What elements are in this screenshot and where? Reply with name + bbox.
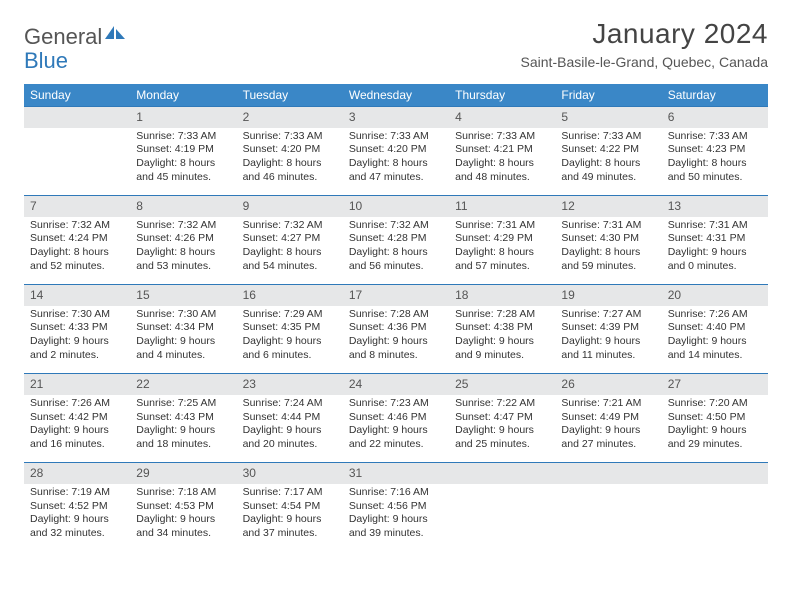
day-number: 17 bbox=[343, 285, 449, 306]
day-content-row: Sunrise: 7:19 AMSunset: 4:52 PMDaylight:… bbox=[24, 484, 768, 552]
day-content-row: Sunrise: 7:30 AMSunset: 4:33 PMDaylight:… bbox=[24, 306, 768, 374]
day-cell: Sunrise: 7:33 AMSunset: 4:21 PMDaylight:… bbox=[449, 128, 555, 196]
day-number: 1 bbox=[130, 107, 236, 128]
day-number: 9 bbox=[237, 196, 343, 217]
day-number: 31 bbox=[343, 463, 449, 484]
day-number: 29 bbox=[130, 463, 236, 484]
day-cell: Sunrise: 7:23 AMSunset: 4:46 PMDaylight:… bbox=[343, 395, 449, 463]
weekday-sunday: Sunday bbox=[24, 84, 130, 107]
day-cell: Sunrise: 7:26 AMSunset: 4:40 PMDaylight:… bbox=[662, 306, 768, 374]
day-cell: Sunrise: 7:21 AMSunset: 4:49 PMDaylight:… bbox=[555, 395, 661, 463]
day-cell: Sunrise: 7:17 AMSunset: 4:54 PMDaylight:… bbox=[237, 484, 343, 552]
day-content-row: Sunrise: 7:33 AMSunset: 4:19 PMDaylight:… bbox=[24, 128, 768, 196]
day-number: 19 bbox=[555, 285, 661, 306]
day-number: 25 bbox=[449, 374, 555, 395]
logo-text-2: Blue bbox=[24, 48, 68, 74]
weekday-header-row: Sunday Monday Tuesday Wednesday Thursday… bbox=[24, 84, 768, 107]
day-cell: Sunrise: 7:31 AMSunset: 4:30 PMDaylight:… bbox=[555, 217, 661, 285]
day-cell: Sunrise: 7:20 AMSunset: 4:50 PMDaylight:… bbox=[662, 395, 768, 463]
title-block: January 2024 Saint-Basile-le-Grand, Queb… bbox=[521, 18, 768, 70]
weekday-thursday: Thursday bbox=[449, 84, 555, 107]
day-cell: Sunrise: 7:31 AMSunset: 4:29 PMDaylight:… bbox=[449, 217, 555, 285]
day-cell: Sunrise: 7:32 AMSunset: 4:26 PMDaylight:… bbox=[130, 217, 236, 285]
day-number: 12 bbox=[555, 196, 661, 217]
weekday-wednesday: Wednesday bbox=[343, 84, 449, 107]
day-cell: Sunrise: 7:31 AMSunset: 4:31 PMDaylight:… bbox=[662, 217, 768, 285]
daynum-row: 1 2 3 4 5 6 bbox=[24, 107, 768, 128]
daynum-row: 28 29 30 31 bbox=[24, 463, 768, 484]
calendar-body: 1 2 3 4 5 6 Sunrise: 7:33 AMSunset: 4:19… bbox=[24, 107, 768, 552]
day-cell: Sunrise: 7:26 AMSunset: 4:42 PMDaylight:… bbox=[24, 395, 130, 463]
day-number: 7 bbox=[24, 196, 130, 217]
day-number: 18 bbox=[449, 285, 555, 306]
day-cell: Sunrise: 7:33 AMSunset: 4:20 PMDaylight:… bbox=[343, 128, 449, 196]
day-number bbox=[449, 463, 555, 484]
day-number: 20 bbox=[662, 285, 768, 306]
day-cell bbox=[555, 484, 661, 552]
day-number: 21 bbox=[24, 374, 130, 395]
day-cell: Sunrise: 7:22 AMSunset: 4:47 PMDaylight:… bbox=[449, 395, 555, 463]
day-number bbox=[662, 463, 768, 484]
day-number: 10 bbox=[343, 196, 449, 217]
day-number: 24 bbox=[343, 374, 449, 395]
daynum-row: 21 22 23 24 25 26 27 bbox=[24, 374, 768, 395]
day-cell: Sunrise: 7:18 AMSunset: 4:53 PMDaylight:… bbox=[130, 484, 236, 552]
day-cell: Sunrise: 7:33 AMSunset: 4:20 PMDaylight:… bbox=[237, 128, 343, 196]
day-cell: Sunrise: 7:30 AMSunset: 4:33 PMDaylight:… bbox=[24, 306, 130, 374]
daynum-row: 14 15 16 17 18 19 20 bbox=[24, 285, 768, 306]
day-number: 22 bbox=[130, 374, 236, 395]
day-number: 14 bbox=[24, 285, 130, 306]
day-cell: Sunrise: 7:33 AMSunset: 4:23 PMDaylight:… bbox=[662, 128, 768, 196]
day-cell: Sunrise: 7:33 AMSunset: 4:19 PMDaylight:… bbox=[130, 128, 236, 196]
day-number: 13 bbox=[662, 196, 768, 217]
day-number bbox=[555, 463, 661, 484]
day-number: 8 bbox=[130, 196, 236, 217]
day-number: 15 bbox=[130, 285, 236, 306]
weekday-saturday: Saturday bbox=[662, 84, 768, 107]
day-content-row: Sunrise: 7:26 AMSunset: 4:42 PMDaylight:… bbox=[24, 395, 768, 463]
day-number: 26 bbox=[555, 374, 661, 395]
daynum-row: 7 8 9 10 11 12 13 bbox=[24, 196, 768, 217]
day-cell: Sunrise: 7:25 AMSunset: 4:43 PMDaylight:… bbox=[130, 395, 236, 463]
day-number: 2 bbox=[237, 107, 343, 128]
day-content-row: Sunrise: 7:32 AMSunset: 4:24 PMDaylight:… bbox=[24, 217, 768, 285]
day-cell: Sunrise: 7:19 AMSunset: 4:52 PMDaylight:… bbox=[24, 484, 130, 552]
day-cell bbox=[662, 484, 768, 552]
day-number: 11 bbox=[449, 196, 555, 217]
day-cell: Sunrise: 7:33 AMSunset: 4:22 PMDaylight:… bbox=[555, 128, 661, 196]
calendar-page: General January 2024 Saint-Basile-le-Gra… bbox=[0, 0, 792, 570]
day-cell: Sunrise: 7:27 AMSunset: 4:39 PMDaylight:… bbox=[555, 306, 661, 374]
day-number: 4 bbox=[449, 107, 555, 128]
day-cell: Sunrise: 7:32 AMSunset: 4:24 PMDaylight:… bbox=[24, 217, 130, 285]
logo: General bbox=[24, 18, 126, 50]
calendar-table: Sunday Monday Tuesday Wednesday Thursday… bbox=[24, 84, 768, 552]
day-number: 28 bbox=[24, 463, 130, 484]
logo-sail-icon bbox=[104, 22, 126, 48]
day-cell: Sunrise: 7:28 AMSunset: 4:36 PMDaylight:… bbox=[343, 306, 449, 374]
day-number: 6 bbox=[662, 107, 768, 128]
weekday-monday: Monday bbox=[130, 84, 236, 107]
day-cell: Sunrise: 7:32 AMSunset: 4:27 PMDaylight:… bbox=[237, 217, 343, 285]
day-number: 27 bbox=[662, 374, 768, 395]
day-number: 16 bbox=[237, 285, 343, 306]
header: General January 2024 Saint-Basile-le-Gra… bbox=[24, 18, 768, 70]
day-cell: Sunrise: 7:28 AMSunset: 4:38 PMDaylight:… bbox=[449, 306, 555, 374]
month-title: January 2024 bbox=[521, 18, 768, 50]
logo-text-1: General bbox=[24, 24, 102, 50]
day-number bbox=[24, 107, 130, 128]
weekday-tuesday: Tuesday bbox=[237, 84, 343, 107]
day-cell: Sunrise: 7:29 AMSunset: 4:35 PMDaylight:… bbox=[237, 306, 343, 374]
day-number: 3 bbox=[343, 107, 449, 128]
day-number: 5 bbox=[555, 107, 661, 128]
day-cell: Sunrise: 7:24 AMSunset: 4:44 PMDaylight:… bbox=[237, 395, 343, 463]
day-number: 23 bbox=[237, 374, 343, 395]
day-cell: Sunrise: 7:16 AMSunset: 4:56 PMDaylight:… bbox=[343, 484, 449, 552]
day-number: 30 bbox=[237, 463, 343, 484]
day-cell bbox=[449, 484, 555, 552]
day-cell bbox=[24, 128, 130, 196]
day-cell: Sunrise: 7:30 AMSunset: 4:34 PMDaylight:… bbox=[130, 306, 236, 374]
weekday-friday: Friday bbox=[555, 84, 661, 107]
day-cell: Sunrise: 7:32 AMSunset: 4:28 PMDaylight:… bbox=[343, 217, 449, 285]
location-text: Saint-Basile-le-Grand, Quebec, Canada bbox=[521, 54, 768, 70]
